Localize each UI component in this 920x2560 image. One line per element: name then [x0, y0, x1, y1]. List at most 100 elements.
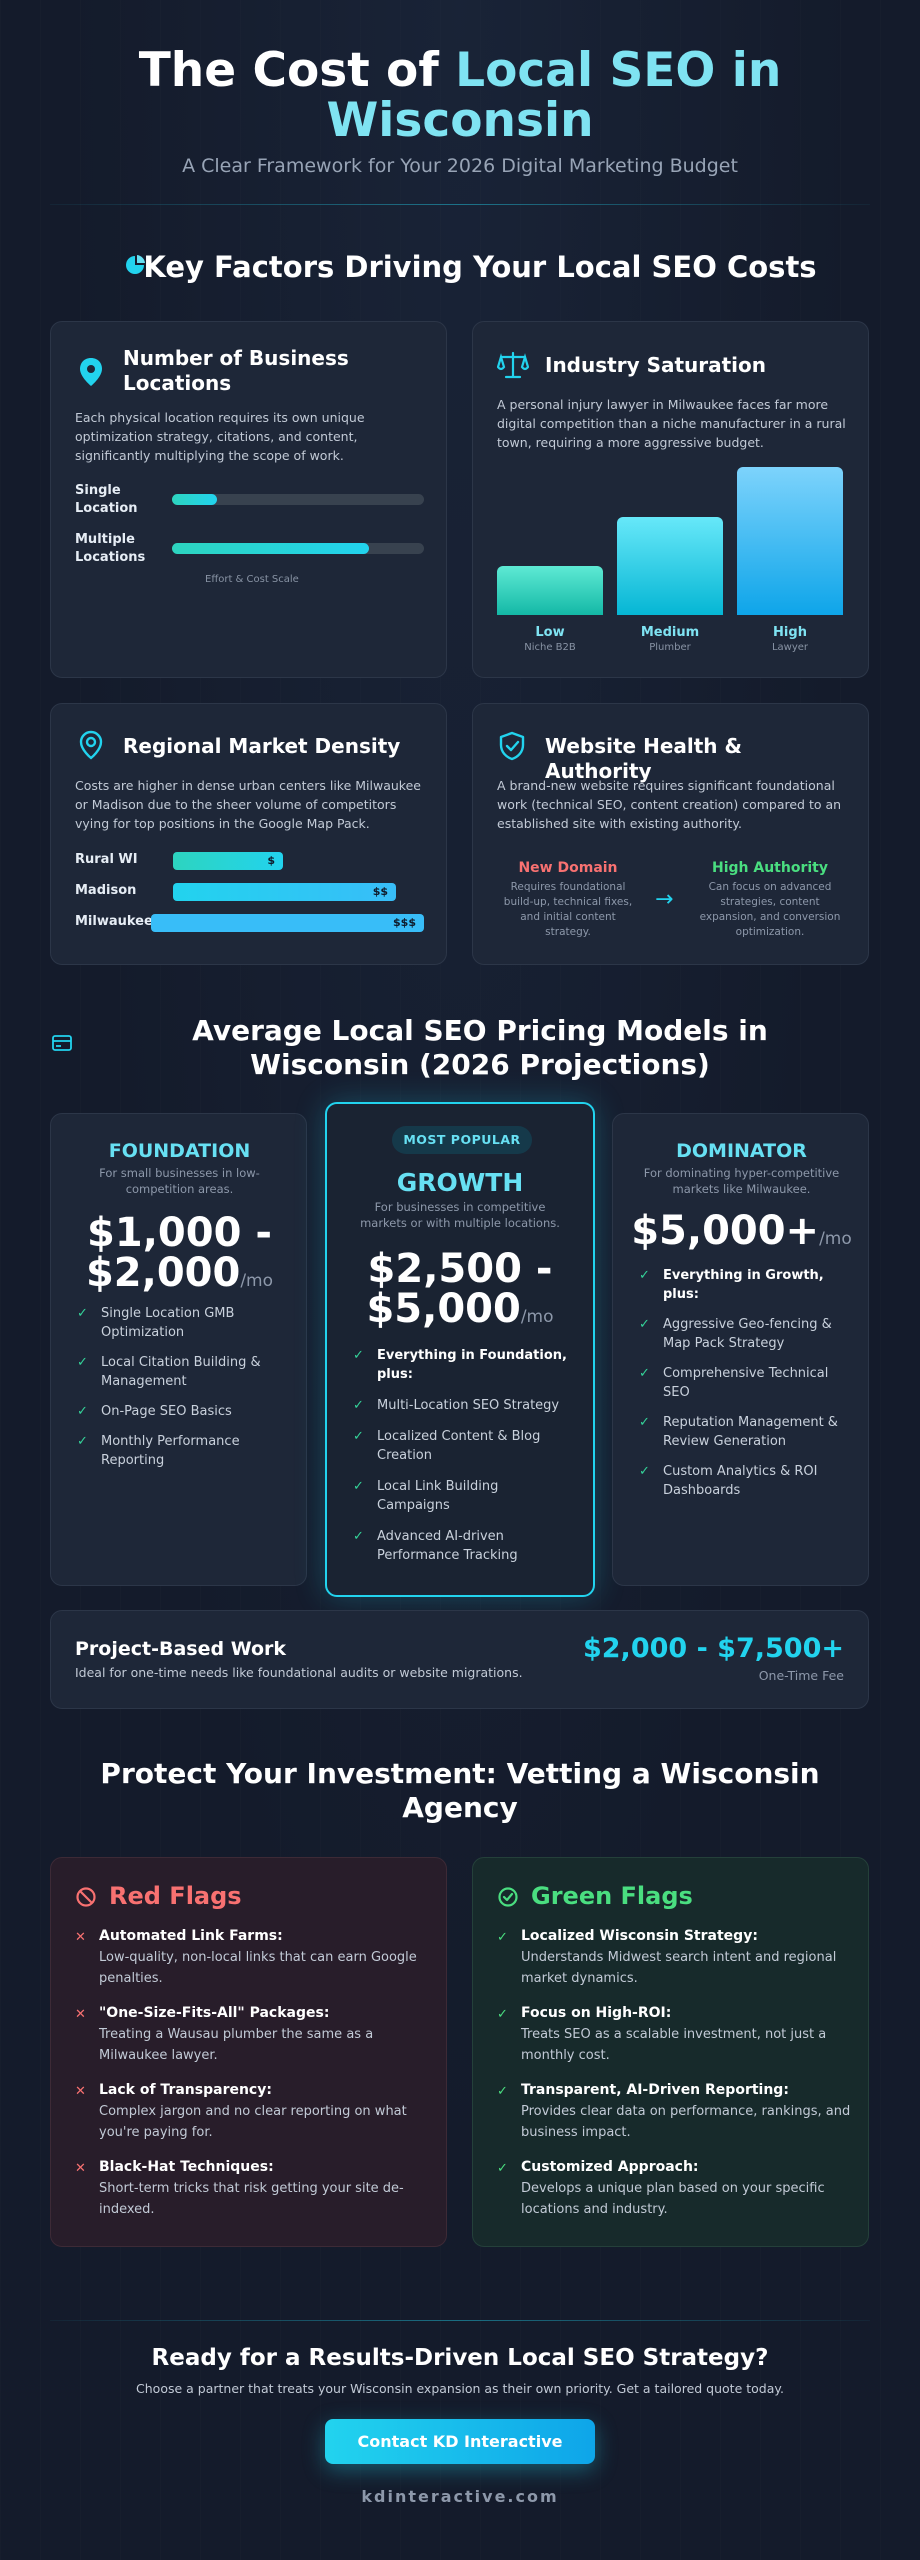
check-icon: ✓ [353, 1429, 364, 1444]
new-domain-text: Requires foundational build-up, technica… [503, 881, 633, 938]
madison-bar: $$ [173, 883, 396, 901]
high-sub: Lawyer [771, 642, 809, 653]
dominator-desc: For dominating hyper-competitive markets… [643, 1166, 840, 1196]
cta-heading: Ready for a Results-Driven Local SEO Str… [151, 2345, 769, 2371]
high-label: High [773, 625, 807, 640]
high-authority-text: Can focus on advanced strategies, conten… [699, 881, 841, 938]
locations-title: Number of Business Locations [123, 346, 349, 395]
check-icon: ✓ [77, 1355, 88, 1370]
foundation-price-unit: /mo [240, 1271, 274, 1291]
red-flag-item: ✕ Lack of Transparency: Complex jargon and… [75, 2082, 407, 2140]
website-text: A brand-new website requires significant… [497, 778, 842, 831]
project-title: Project-Based Work [75, 1638, 287, 1660]
foundation-desc: For small businesses in low-competition … [99, 1166, 260, 1196]
check-icon: ✓ [497, 1930, 508, 1945]
pricing-heading: Average Local SEO Pricing Models in Wisc… [192, 1014, 768, 1081]
dominator-price: $5,000+/mo [623, 1211, 860, 1259]
check-icon: ✓ [353, 1398, 364, 1413]
single-location-fill [172, 494, 218, 505]
dominator-tier-card: DOMINATOR For dominating hyper-competiti… [612, 1113, 869, 1586]
foundation-name: FOUNDATION [108, 1140, 251, 1162]
page-title: The Cost of Local SEO in Wisconsin [138, 43, 782, 148]
growth-price-value: $2,500 - $5,000 [366, 1246, 553, 1332]
high-authority-label: High Authority [712, 860, 828, 876]
divider [50, 204, 870, 205]
effort-scale-caption: Effort & Cost Scale [205, 574, 299, 585]
growth-price-unit: /mo [520, 1307, 554, 1327]
growth-desc: For businesses in competitive markets or… [360, 1200, 560, 1230]
feature-item: ✓ Advanced AI-driven Performance Tracking [353, 1529, 518, 1563]
single-location-label: Single Location [75, 483, 138, 516]
vetting-heading: Protect Your Investment: Vetting a Wisco… [100, 1757, 820, 1824]
feature-item: ✓ Reputation Management & Review Generati… [639, 1415, 838, 1449]
high-bar [737, 467, 843, 615]
feature-item: ✓ Local Citation Building & Management [77, 1355, 261, 1389]
green-flag-item: ✓ Localized Wisconsin Strategy: Understand… [497, 1928, 837, 1986]
cta-text: Choose a partner that treats your Wiscon… [136, 2381, 784, 2396]
green-flags-title: Green Flags [531, 1882, 693, 1910]
check-icon: ✓ [639, 1317, 650, 1332]
red-flag-item: ✕ Black-Hat Techniques: Short-term tricks … [75, 2159, 404, 2217]
x-icon: ✕ [75, 1930, 86, 1945]
industry-text: A personal injury lawyer in Milwaukee fa… [497, 397, 846, 450]
madison-label: Madison [75, 883, 137, 898]
check-icon: ✓ [497, 2161, 508, 2176]
feature-item: ✓ Multi-Location SEO Strategy [353, 1398, 560, 1413]
most-popular-badge: MOST POPULAR [392, 1126, 532, 1154]
check-icon: ✓ [353, 1479, 364, 1494]
website-card: Website Health & Authority A brand-new w… [472, 703, 869, 965]
check-icon: ✓ [639, 1366, 650, 1381]
green-flag-item: ✓ Transparent, AI-Driven Reporting: Provid… [497, 2082, 851, 2140]
check-icon: ✓ [639, 1415, 650, 1430]
low-label: Low [535, 625, 565, 640]
green-flag-item: ✓ Customized Approach: Develops a unique p… [497, 2159, 825, 2217]
x-icon: ✕ [75, 2084, 86, 2099]
check-icon: ✓ [639, 1268, 650, 1283]
x-icon: ✕ [75, 2161, 86, 2176]
feature-item: ✓ Custom Analytics & ROI Dashboards [639, 1464, 818, 1498]
check-icon: ✓ [77, 1434, 88, 1449]
shield-check-icon [497, 731, 527, 761]
foundation-price: $1,000 - $2,000/mo [67, 1213, 292, 1301]
site-url[interactable]: kdinteractive.com [361, 2487, 559, 2506]
contact-button[interactable]: Contact KD Interactive [325, 2419, 595, 2464]
divider [50, 2320, 870, 2321]
check-icon: ✓ [353, 1348, 364, 1363]
feature-item: ✓ Aggressive Geo-fencing & Map Pack Strat… [639, 1317, 832, 1351]
map-pin-icon [78, 357, 108, 387]
feature-item: ✓ Everything in Growth, plus: [639, 1268, 824, 1302]
project-text: Ideal for one-time needs like foundation… [75, 1665, 523, 1680]
credit-card-icon [52, 1035, 72, 1055]
check-circle-icon [497, 1886, 519, 1912]
new-domain-label: New Domain [518, 860, 618, 876]
feature-item: ✓ Single Location GMB Optimization [77, 1306, 235, 1340]
project-price: $2,000 - $7,500+ [582, 1633, 844, 1664]
low-sub: Niche B2B [524, 642, 576, 653]
growth-name: GROWTH [396, 1168, 524, 1197]
milwaukee-bar: $$$ [151, 914, 424, 932]
foundation-price-value: $1,000 - $2,000 [85, 1210, 272, 1296]
density-title: Regional Market Density [123, 734, 401, 758]
rural-label: Rural WI [75, 852, 138, 867]
green-flag-item: ✓ Focus on High-ROI: Treats SEO as a scala… [497, 2005, 827, 2063]
medium-label: Medium [640, 625, 700, 640]
pie-chart-icon [124, 254, 146, 282]
page-subtitle: A Clear Framework for Your 2026 Digital … [182, 155, 738, 177]
milwaukee-label: Milwaukee [75, 914, 153, 929]
feature-item: ✓ On-Page SEO Basics [77, 1404, 232, 1419]
medium-sub: Plumber [649, 642, 691, 653]
industry-card: Industry Saturation A personal injury la… [472, 321, 869, 678]
rural-bar: $ [173, 852, 283, 870]
feature-item: ✓ Local Link Building Campaigns [353, 1479, 499, 1513]
multiple-locations-fill [172, 543, 369, 554]
check-icon: ✓ [353, 1529, 364, 1544]
feature-item: ✓ Monthly Performance Reporting [77, 1434, 240, 1468]
dominator-price-value: $5,000+ [631, 1208, 820, 1254]
factors-heading: Key Factors Driving Your Local SEO Costs [143, 250, 817, 284]
project-based-card: Project-Based Work Ideal for one-time ne… [50, 1610, 869, 1709]
check-icon: ✓ [497, 2007, 508, 2022]
scale-icon [496, 350, 530, 380]
website-title: Website Health & Authority [545, 734, 742, 783]
check-icon: ✓ [497, 2084, 508, 2099]
